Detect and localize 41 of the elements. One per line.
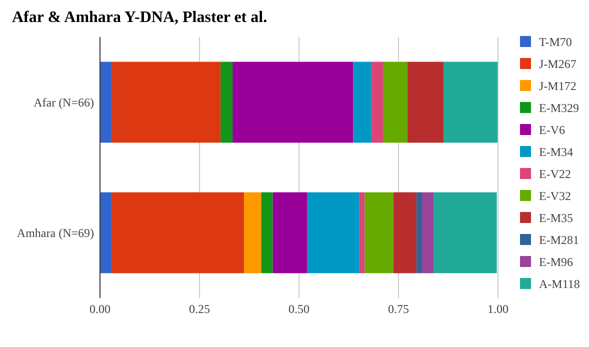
bar bbox=[220, 62, 233, 143]
bar bbox=[261, 192, 273, 274]
bar bbox=[100, 62, 112, 143]
legend-label: E-M35 bbox=[539, 211, 573, 225]
bar bbox=[307, 192, 360, 274]
x-tick-label: 1.00 bbox=[488, 302, 508, 316]
bar bbox=[371, 62, 383, 143]
bar bbox=[434, 192, 497, 274]
legend-label: J-M172 bbox=[539, 79, 576, 93]
bar bbox=[112, 192, 244, 274]
x-tick-label: 0.25 bbox=[189, 302, 210, 316]
bar bbox=[244, 192, 262, 274]
y-tick-label: Amhara (N=69) bbox=[16, 226, 94, 240]
bar bbox=[272, 192, 308, 274]
bar bbox=[100, 192, 112, 274]
legend-label: E-M329 bbox=[539, 101, 579, 115]
legend-label: E-V32 bbox=[539, 189, 571, 203]
chart-title: Afar & Amhara Y-DNA, Plaster et al. bbox=[12, 9, 268, 26]
legend-label: A-M118 bbox=[539, 277, 580, 291]
bar bbox=[364, 192, 394, 274]
y-tick-label: Afar (N=66) bbox=[34, 95, 94, 110]
x-tick-label: 0.00 bbox=[90, 302, 110, 316]
bar bbox=[353, 62, 372, 143]
legend-label: T-M70 bbox=[539, 35, 572, 49]
bar bbox=[112, 62, 221, 143]
bar bbox=[422, 192, 434, 274]
legend-label: E-V6 bbox=[539, 123, 565, 137]
bar bbox=[232, 62, 354, 143]
x-tick-label: 0.50 bbox=[288, 302, 310, 316]
bar bbox=[407, 62, 444, 143]
bar bbox=[382, 62, 408, 143]
bar bbox=[393, 192, 416, 274]
bar bbox=[416, 192, 422, 274]
bar bbox=[359, 192, 365, 274]
legend-label: E-V22 bbox=[539, 167, 571, 181]
legend-label: E-M281 bbox=[539, 233, 579, 247]
x-tick-label: 0.75 bbox=[388, 302, 409, 316]
bar bbox=[443, 62, 498, 143]
legend-label: E-M96 bbox=[539, 255, 573, 269]
legend-label: J-M267 bbox=[539, 57, 576, 71]
legend-label: E-M34 bbox=[539, 145, 573, 159]
